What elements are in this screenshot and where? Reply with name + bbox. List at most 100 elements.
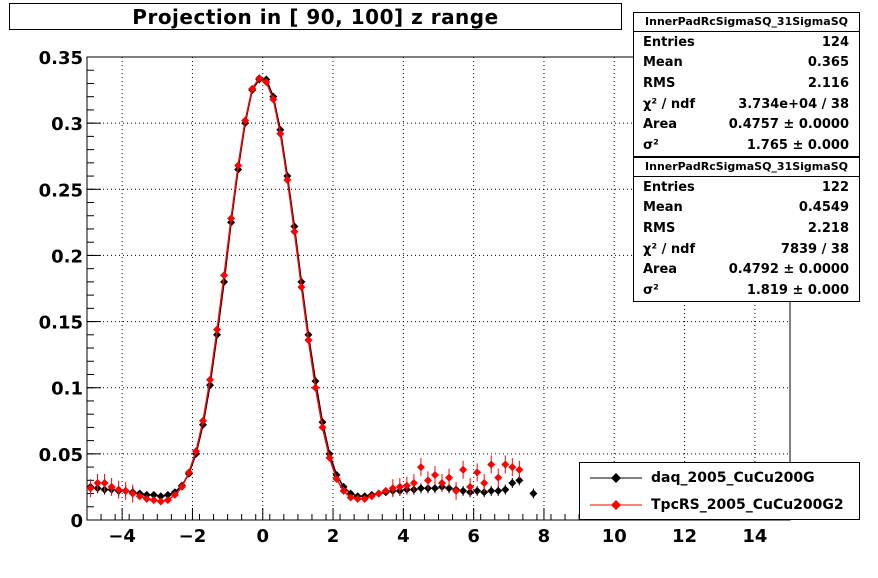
data-point: [184, 468, 193, 477]
chart-title-text: Projection in [ 90, 100] z range: [132, 4, 499, 29]
x-tick-label: 0: [256, 526, 269, 547]
data-series: [86, 74, 538, 506]
data-point: [332, 474, 341, 483]
data-point: [100, 478, 109, 487]
y-tick-label: 0.2: [51, 246, 83, 267]
x-tick-label: 12: [672, 526, 697, 547]
data-point: [494, 473, 503, 482]
data-point: [416, 484, 425, 493]
data-point: [501, 485, 510, 494]
data-point: [114, 485, 123, 494]
data-point: [508, 463, 517, 472]
stats-row-entries: Entries 122: [643, 179, 849, 195]
data-point: [487, 486, 496, 495]
data-point: [163, 496, 172, 505]
y-tick-label: 0: [70, 511, 83, 532]
data-point: [149, 496, 158, 505]
data-point: [360, 494, 369, 503]
data-point: [142, 494, 151, 503]
data-point: [423, 476, 432, 485]
stats-row-sigma2: σ² 1.765 ± 0.000: [643, 137, 849, 153]
data-point: [487, 460, 496, 469]
stats-row-area: Area 0.4792 ± 0.0000: [643, 262, 849, 278]
data-point: [213, 325, 222, 334]
legend-label-tpcrs: TpcRS_2005_CuCu200G2: [651, 497, 844, 513]
data-point: [430, 484, 439, 493]
x-tick-label: 10: [602, 526, 627, 547]
stats-row-rms: RMS 2.116: [643, 75, 849, 91]
data-point: [128, 489, 137, 498]
data-point: [276, 129, 285, 138]
legend-label-daq: daq_2005_CuCu200G: [651, 470, 815, 486]
data-point: [508, 478, 517, 487]
stats-row-entries: Entries 124: [643, 34, 849, 50]
data-point: [395, 482, 404, 491]
data-point: [318, 423, 327, 432]
data-point: [93, 478, 102, 487]
y-tick-label: 0.3: [51, 114, 83, 135]
data-point: [86, 484, 95, 493]
legend: daq_2005_CuCu200G TpcRS_2005_CuCu200G2: [579, 462, 860, 520]
x-tick-label: −2: [179, 526, 207, 547]
data-point: [269, 95, 278, 104]
y-tick-label: 0.05: [39, 445, 83, 466]
y-tick-label: 0.25: [39, 180, 83, 201]
data-point: [304, 336, 313, 345]
data-point: [163, 490, 172, 499]
data-point: [339, 486, 348, 495]
data-point: [206, 375, 215, 384]
data-point: [121, 486, 130, 495]
legend-marker-tpcrs: [590, 500, 642, 510]
data-point: [156, 492, 165, 501]
data-point: [311, 383, 320, 392]
stats-box-tpcrs: InnerPadRcSigmaSQ_31SigmaSQ Entries 122 M…: [633, 157, 860, 302]
data-point: [220, 277, 229, 286]
stats-row-rms: RMS 2.218: [643, 220, 849, 236]
data-point: [452, 486, 461, 495]
data-point: [325, 453, 334, 462]
stats-row-mean: Mean 0.365: [643, 55, 849, 71]
y-tick-label: 0.15: [39, 313, 83, 334]
data-point: [480, 488, 489, 497]
data-point: [459, 465, 468, 474]
data-point: [241, 116, 250, 125]
data-point: [529, 489, 538, 498]
data-point: [149, 490, 158, 499]
data-point: [430, 471, 439, 480]
data-point: [445, 473, 454, 482]
data-point: [170, 490, 179, 499]
data-point: [466, 482, 475, 491]
data-point: [381, 486, 390, 495]
data-point: [283, 176, 292, 185]
data-point: [290, 227, 299, 236]
legend-marker-daq: [590, 473, 642, 483]
data-point: [473, 486, 482, 495]
x-tick-label: 6: [467, 526, 480, 547]
stats-row-chi2: χ² / ndf 3.734e+04 / 38: [643, 96, 849, 112]
data-point: [445, 484, 454, 493]
x-tick-label: 8: [538, 526, 551, 547]
stats-row-sigma2: σ² 1.819 ± 0.000: [643, 282, 849, 298]
legend-entry-daq: daq_2005_CuCu200G: [580, 467, 859, 491]
data-point: [227, 214, 236, 223]
x-tick-label: 14: [742, 526, 767, 547]
data-point: [374, 489, 383, 498]
data-point: [494, 486, 503, 495]
data-point: [388, 484, 397, 493]
data-point: [367, 492, 376, 501]
stats-box-header: InnerPadRcSigmaSQ_31SigmaSQ: [634, 158, 859, 177]
data-point: [473, 468, 482, 477]
data-point: [515, 476, 524, 485]
data-point: [501, 460, 510, 469]
data-point: [297, 283, 306, 292]
stats-box-header: InnerPadRcSigmaSQ_31SigmaSQ: [634, 13, 859, 32]
data-point: [198, 416, 207, 425]
stats-row-area: Area 0.4757 ± 0.0000: [643, 117, 849, 133]
data-point: [156, 497, 165, 506]
x-tick-label: 4: [397, 526, 410, 547]
data-point: [248, 84, 257, 93]
y-tick-label: 0.35: [39, 48, 83, 69]
x-tick-label: −4: [108, 526, 136, 547]
data-point: [353, 494, 362, 503]
